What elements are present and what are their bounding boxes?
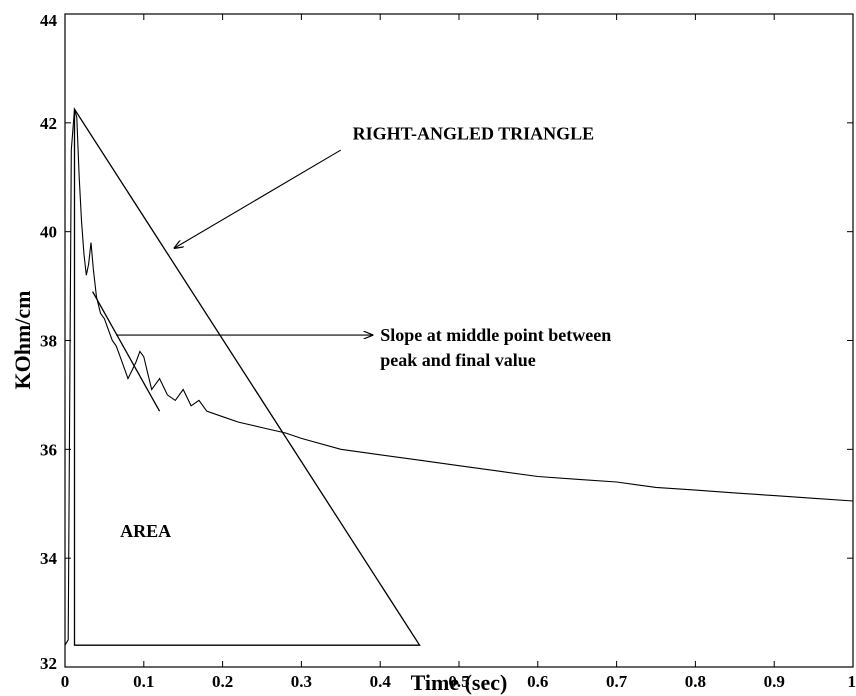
x-tick-label: 0.9	[764, 672, 785, 691]
y-tick-label: 36	[40, 440, 57, 459]
x-tick-label: 0.2	[212, 672, 233, 691]
annotation-text: RIGHT-ANGLED TRIANGLE	[353, 124, 595, 144]
x-tick-label: 0.5	[448, 672, 469, 691]
annotation-text: AREA	[120, 521, 171, 541]
annotation-text: peak and final value	[380, 350, 536, 370]
y-tick-label: 32	[40, 654, 57, 673]
x-tick-label: 1	[848, 672, 856, 691]
annotations: RIGHT-ANGLED TRIANGLE Slope at middle poi…	[116, 124, 611, 541]
y-tick-label: 40	[40, 223, 57, 242]
annotation-text: Slope at middle point between	[380, 325, 611, 345]
x-tick-label: 0.3	[291, 672, 312, 691]
right-angled-triangle	[73, 106, 421, 646]
x-tick-label: 0	[61, 672, 70, 691]
y-tick-label: 34	[40, 549, 58, 568]
x-tick-label: 0.1	[133, 672, 154, 691]
y-tick-label: 38	[40, 332, 57, 351]
y-tick-label: 42	[40, 114, 57, 133]
y-tick-label: 44	[40, 11, 58, 30]
x-axis-label: Time (sec)	[411, 670, 508, 695]
x-tick-label: 0.4	[370, 672, 392, 691]
axis-ticks	[64, 13, 854, 668]
annotation-arrow	[175, 149, 342, 248]
slope-tangent-line	[92, 291, 161, 412]
axis-tick-labels: 0 0.1 0.2 0.3 0.4 0.5 0.6 0.7 0.8 0.9 1 32 34 36 38 40 4…	[40, 11, 856, 691]
x-tick-label: 0.6	[527, 672, 548, 691]
y-axis-label: KOhm/cm	[10, 291, 35, 390]
x-tick-label: 0.8	[685, 672, 706, 691]
x-tick-label: 0.7	[606, 672, 628, 691]
series-line	[64, 109, 854, 646]
